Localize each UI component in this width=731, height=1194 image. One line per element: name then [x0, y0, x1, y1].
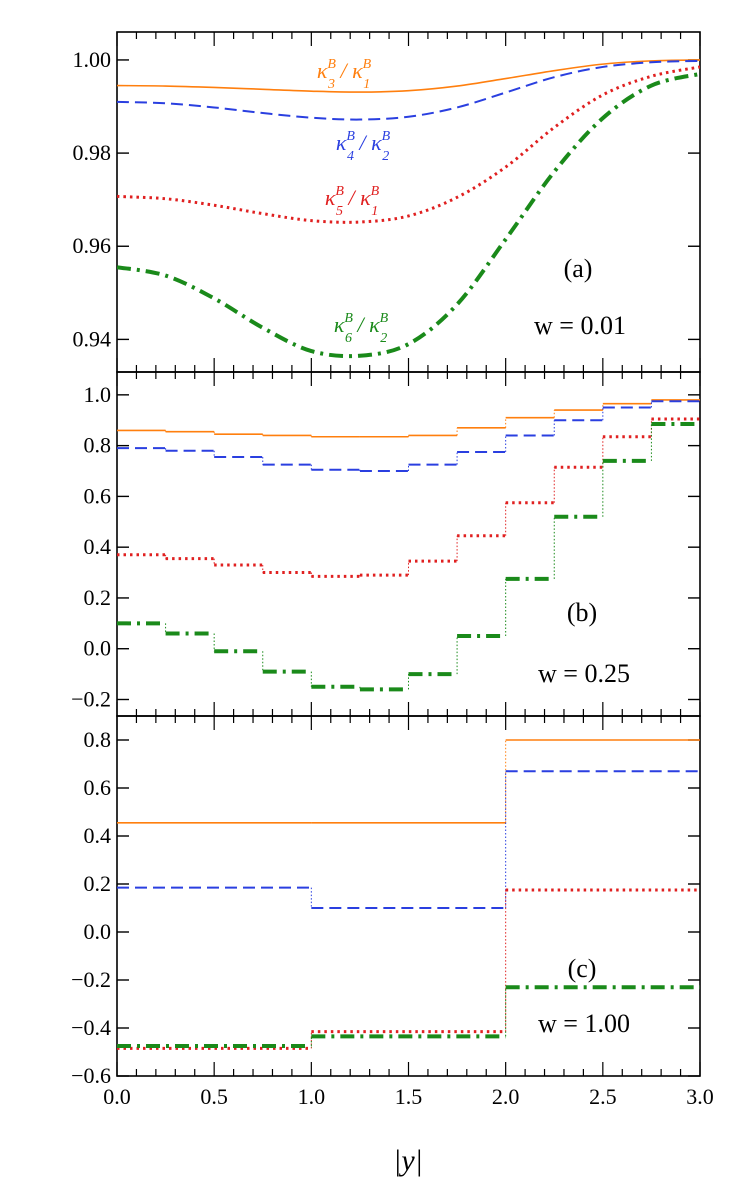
plot-area — [117, 59, 700, 359]
x-tick-label: 2.0 — [492, 1084, 520, 1109]
y-tick-label: 1.0 — [84, 382, 112, 407]
panel-tag: (b) — [567, 598, 597, 627]
x-tick-label: 2.5 — [589, 1084, 617, 1109]
y-tick-label: 0.6 — [84, 483, 112, 508]
x-axis-label: |y| — [393, 1144, 423, 1177]
panel-tag: (a) — [564, 254, 593, 283]
y-tick-label: 0.8 — [84, 433, 112, 458]
x-axis: 0.0 0.5 1.0 1.5 2.0 2.5 3.0 — [103, 1084, 714, 1109]
w-label: w = 1.00 — [538, 1009, 630, 1038]
y-tick-label: 0.8 — [84, 727, 112, 752]
y-tick-label: 0.96 — [73, 233, 112, 258]
ratio-label-red: κB 5 / κB 1 — [325, 184, 380, 219]
panel-tag: (c) — [568, 954, 597, 983]
panel-a: 0.94 0.96 0.98 1.00 (a) w = 0.01 κB 3 / κB 1 κB 4 … — [73, 31, 701, 373]
y-tick-label: 0.0 — [84, 636, 112, 661]
series-line-blue — [117, 59, 700, 121]
ratio-label-green: κB 6 / κB 2 — [334, 311, 389, 346]
x-tick-label: 0.5 — [200, 1084, 228, 1109]
series-line-red — [117, 65, 700, 224]
x-tick-label: 0.0 — [103, 1084, 131, 1109]
x-tick-label: 3.0 — [686, 1084, 714, 1109]
y-tick-label: 0.4 — [84, 823, 112, 848]
series-line-green — [117, 71, 700, 359]
y-tick-label: 1.00 — [73, 47, 112, 72]
ratio-label-blue: κB 4 / κB 2 — [336, 129, 391, 164]
y-tick-label: 0.0 — [84, 919, 112, 944]
w-label: w = 0.01 — [534, 311, 626, 340]
x-tick-label: 1.5 — [395, 1084, 423, 1109]
y-tick-label: 0.2 — [84, 585, 112, 610]
y-tick-label: −0.2 — [71, 686, 111, 711]
plot-area — [117, 399, 700, 692]
y-tick-label: 0.98 — [73, 140, 112, 165]
y-tick-label: −0.6 — [71, 1063, 111, 1088]
panel-c: −0.6 −0.4 −0.2 0.0 0.2 0.4 0.6 0.8 (c) w = 1.00 — [71, 715, 701, 1088]
y-tick-label: 0.6 — [84, 775, 112, 800]
y-tick-label: −0.2 — [71, 967, 111, 992]
series-line-orange — [117, 59, 700, 93]
panel-b: −0.2 0.0 0.2 0.4 0.6 0.8 1.0 (b) w = 0.25 — [71, 371, 701, 717]
w-label: w = 0.25 — [538, 659, 630, 688]
plot-area — [117, 739, 700, 1050]
y-tick-label: −0.4 — [71, 1015, 111, 1040]
ratio-label-orange: κB 3 / κB 1 — [317, 57, 372, 92]
x-tick-label: 1.0 — [298, 1084, 326, 1109]
y-tick-label: 0.4 — [84, 534, 112, 559]
y-tick-label: 0.2 — [84, 871, 112, 896]
y-tick-label: 0.94 — [73, 326, 112, 351]
